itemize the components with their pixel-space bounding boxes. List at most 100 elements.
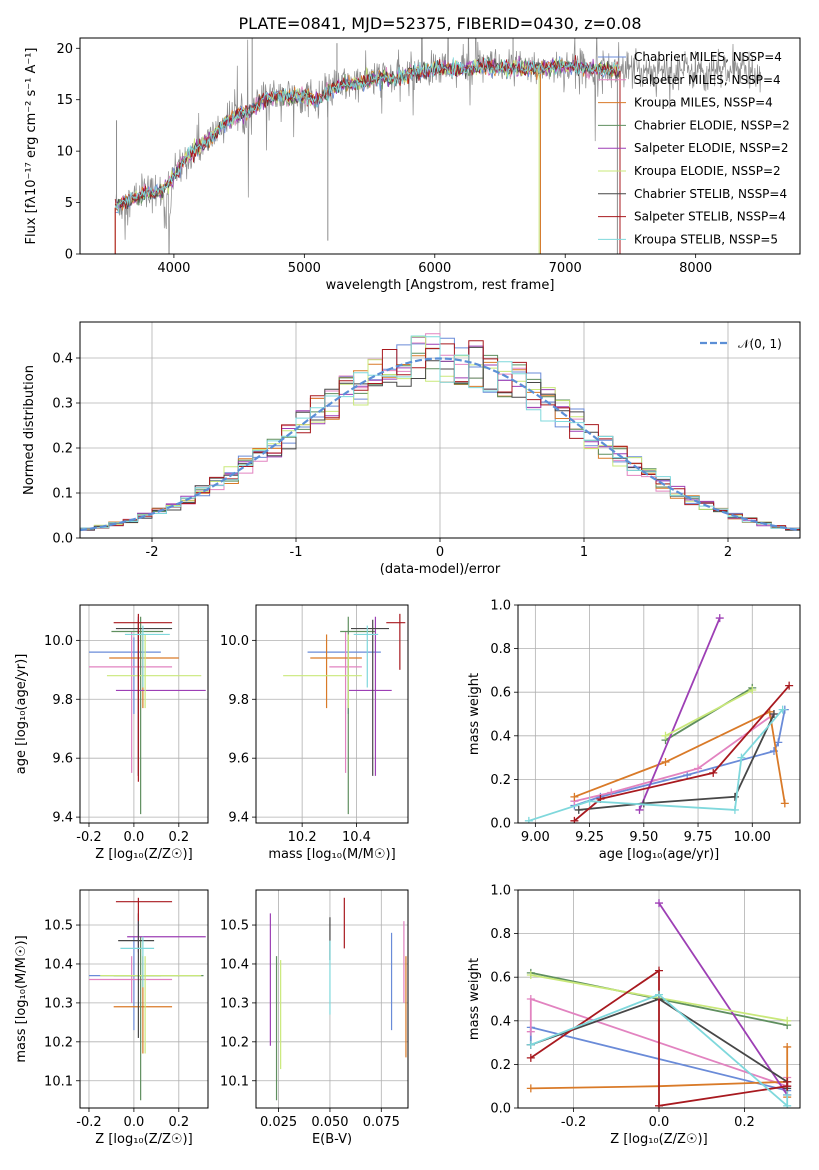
legend: Chabrier MILES, NSSP=4 Salpeter MILES, NS… bbox=[598, 50, 790, 246]
x-tick-label: 0.2 bbox=[734, 1115, 755, 1130]
y-tick-label: 1.0 bbox=[490, 884, 511, 899]
y-axis-label: mass weight bbox=[467, 673, 482, 755]
x-tick-label: 0 bbox=[436, 545, 444, 560]
panel-massweight_vs_age: 9.00 9.25 9.50 9.75 10.00 0.0 0.2 0.4 0.6 0.8 1.0 a… bbox=[467, 599, 801, 862]
marker-salpeter_stelib bbox=[785, 681, 794, 690]
axes-frame bbox=[79, 889, 209, 1109]
y-tick-label: 0.4 bbox=[52, 352, 73, 367]
axes-frame bbox=[517, 889, 801, 1109]
y-tick-label: 0.2 bbox=[490, 1058, 511, 1073]
marker-kroupa_elodie bbox=[526, 971, 535, 980]
marker-chabrier_stelib bbox=[639, 799, 648, 808]
x-tick-label: 4000 bbox=[157, 261, 190, 276]
y-tick-label: 10.3 bbox=[44, 996, 73, 1011]
x-tick-label: 0.2 bbox=[168, 830, 189, 845]
y-tick-label: 9.6 bbox=[52, 752, 73, 767]
marker-kroupa_stelib bbox=[783, 1101, 792, 1108]
x-axis-label: Z [log₁₀(Z/Z☉)] bbox=[95, 1132, 192, 1147]
y-tick-label: 0.0 bbox=[490, 1102, 511, 1117]
plot-area bbox=[88, 613, 206, 815]
series-salpeter_elodie bbox=[638, 617, 721, 811]
y-tick-label: 9.8 bbox=[52, 693, 73, 708]
axes-frame bbox=[255, 604, 409, 824]
plot-area bbox=[283, 613, 406, 815]
y-axis-label: Flux [fλ10⁻¹⁷ erg cm⁻² s⁻¹ A⁻¹] bbox=[24, 48, 39, 245]
marker-chabrier_stelib bbox=[769, 710, 778, 718]
y-tick-label: 0.0 bbox=[490, 817, 511, 832]
model-salpeter_stelib bbox=[114, 55, 620, 211]
axes-frame bbox=[79, 37, 801, 255]
marker-kroupa_stelib bbox=[585, 797, 594, 806]
marker-chabrier_miles bbox=[774, 738, 783, 747]
x-tick-label: -0.2 bbox=[76, 830, 101, 845]
marker-salpeter_miles bbox=[694, 764, 703, 773]
series-kroupa_elodie bbox=[665, 689, 753, 737]
marker-kroupa_miles bbox=[661, 757, 670, 766]
y-axis-label: Normed distribution bbox=[22, 365, 37, 495]
model-kroupa_stelib bbox=[114, 57, 620, 214]
marker-kroupa_miles bbox=[526, 1084, 535, 1093]
marker-kroupa_stelib bbox=[730, 805, 739, 814]
x-tick-label: -1 bbox=[290, 545, 303, 560]
series-chabrier_miles bbox=[574, 709, 786, 807]
legend-label-kroupa_stelib: Kroupa STELIB, NSSP=5 bbox=[634, 232, 778, 246]
y-tick-label: 0.4 bbox=[490, 729, 511, 744]
marker-kroupa_miles bbox=[783, 1042, 792, 1051]
marker-salpeter_stelib bbox=[655, 966, 663, 975]
legend-label-kroupa_elodie: Kroupa ELODIE, NSSP=2 bbox=[634, 164, 781, 178]
x-tick-label: 10.4 bbox=[342, 830, 371, 845]
axes-frame bbox=[255, 889, 409, 1109]
marker-salpeter_stelib bbox=[783, 1077, 792, 1086]
y-tick-label: 9.8 bbox=[228, 693, 249, 708]
series-chabrier_stelib bbox=[578, 713, 775, 811]
y-tick-label: 10.5 bbox=[220, 919, 249, 934]
y-tick-label: 10.0 bbox=[220, 634, 249, 649]
y-tick-label: 10.2 bbox=[44, 1035, 73, 1050]
x-tick-label: 9.25 bbox=[575, 830, 604, 845]
y-tick-label: 20 bbox=[56, 42, 73, 57]
marker-kroupa_elodie bbox=[748, 686, 757, 695]
y-tick-label: 0.6 bbox=[490, 971, 511, 986]
series-salpeter_elodie bbox=[658, 902, 788, 1096]
x-axis-label: Z [log₁₀(Z/Z☉)] bbox=[610, 1132, 707, 1147]
x-axis-label: wavelength [Angstrom, rest frame] bbox=[326, 278, 555, 293]
y-tick-label: 0 bbox=[65, 248, 73, 263]
marker-kroupa_stelib bbox=[737, 753, 746, 762]
x-tick-label: 8000 bbox=[679, 261, 712, 276]
x-tick-label: -0.2 bbox=[561, 1115, 586, 1130]
panel-mass_vs_Z: -0.2 0.0 0.2 10.1 10.2 10.3 10.4 10.5 Z [log₁₀(Z… bbox=[14, 889, 209, 1147]
legend-label-chabrier_miles: Chabrier MILES, NSSP=4 bbox=[634, 50, 782, 64]
x-tick-label: 9.50 bbox=[629, 830, 658, 845]
y-tick-label: 9.4 bbox=[52, 811, 73, 826]
legend: 𝒩(0, 1) bbox=[700, 337, 782, 351]
x-tick-label: 5000 bbox=[288, 261, 321, 276]
x-tick-label: 0.2 bbox=[168, 1115, 189, 1130]
series-salpeter_miles bbox=[574, 713, 775, 803]
x-tick-label: 6000 bbox=[418, 261, 451, 276]
axes-frame bbox=[79, 604, 209, 824]
y-tick-label: 0.2 bbox=[52, 442, 73, 457]
y-tick-label: 9.4 bbox=[228, 811, 249, 826]
series-salpeter_stelib bbox=[573, 685, 790, 822]
marker-salpeter_stelib bbox=[526, 1053, 535, 1062]
y-tick-label: 10.4 bbox=[220, 957, 249, 972]
y-tick-label: 0.0 bbox=[52, 532, 73, 547]
x-tick-label: 0.0 bbox=[649, 1115, 670, 1130]
marker-salpeter_elodie bbox=[715, 614, 724, 623]
y-tick-label: 10.4 bbox=[44, 957, 73, 972]
figure-title: PLATE=0841, MJD=52375, FIBERID=0430, z=0… bbox=[238, 14, 641, 33]
marker-salpeter_elodie bbox=[635, 805, 644, 814]
marker-salpeter_miles bbox=[526, 995, 535, 1003]
marker-chabrier_stelib bbox=[730, 792, 739, 801]
y-tick-label: 9.6 bbox=[228, 752, 249, 767]
x-axis-label: age [log₁₀(age/yr)] bbox=[599, 847, 720, 862]
series-chabrier_elodie bbox=[665, 687, 753, 741]
y-tick-label: 5 bbox=[65, 196, 73, 211]
marker-kroupa_elodie bbox=[661, 731, 670, 740]
marker-kroupa_stelib bbox=[526, 1040, 535, 1049]
marker-kroupa_stelib bbox=[655, 990, 663, 999]
x-tick-label: -0.2 bbox=[76, 1115, 101, 1130]
marker-salpeter_miles bbox=[607, 788, 616, 797]
x-tick-label: 0.0 bbox=[124, 1115, 145, 1130]
